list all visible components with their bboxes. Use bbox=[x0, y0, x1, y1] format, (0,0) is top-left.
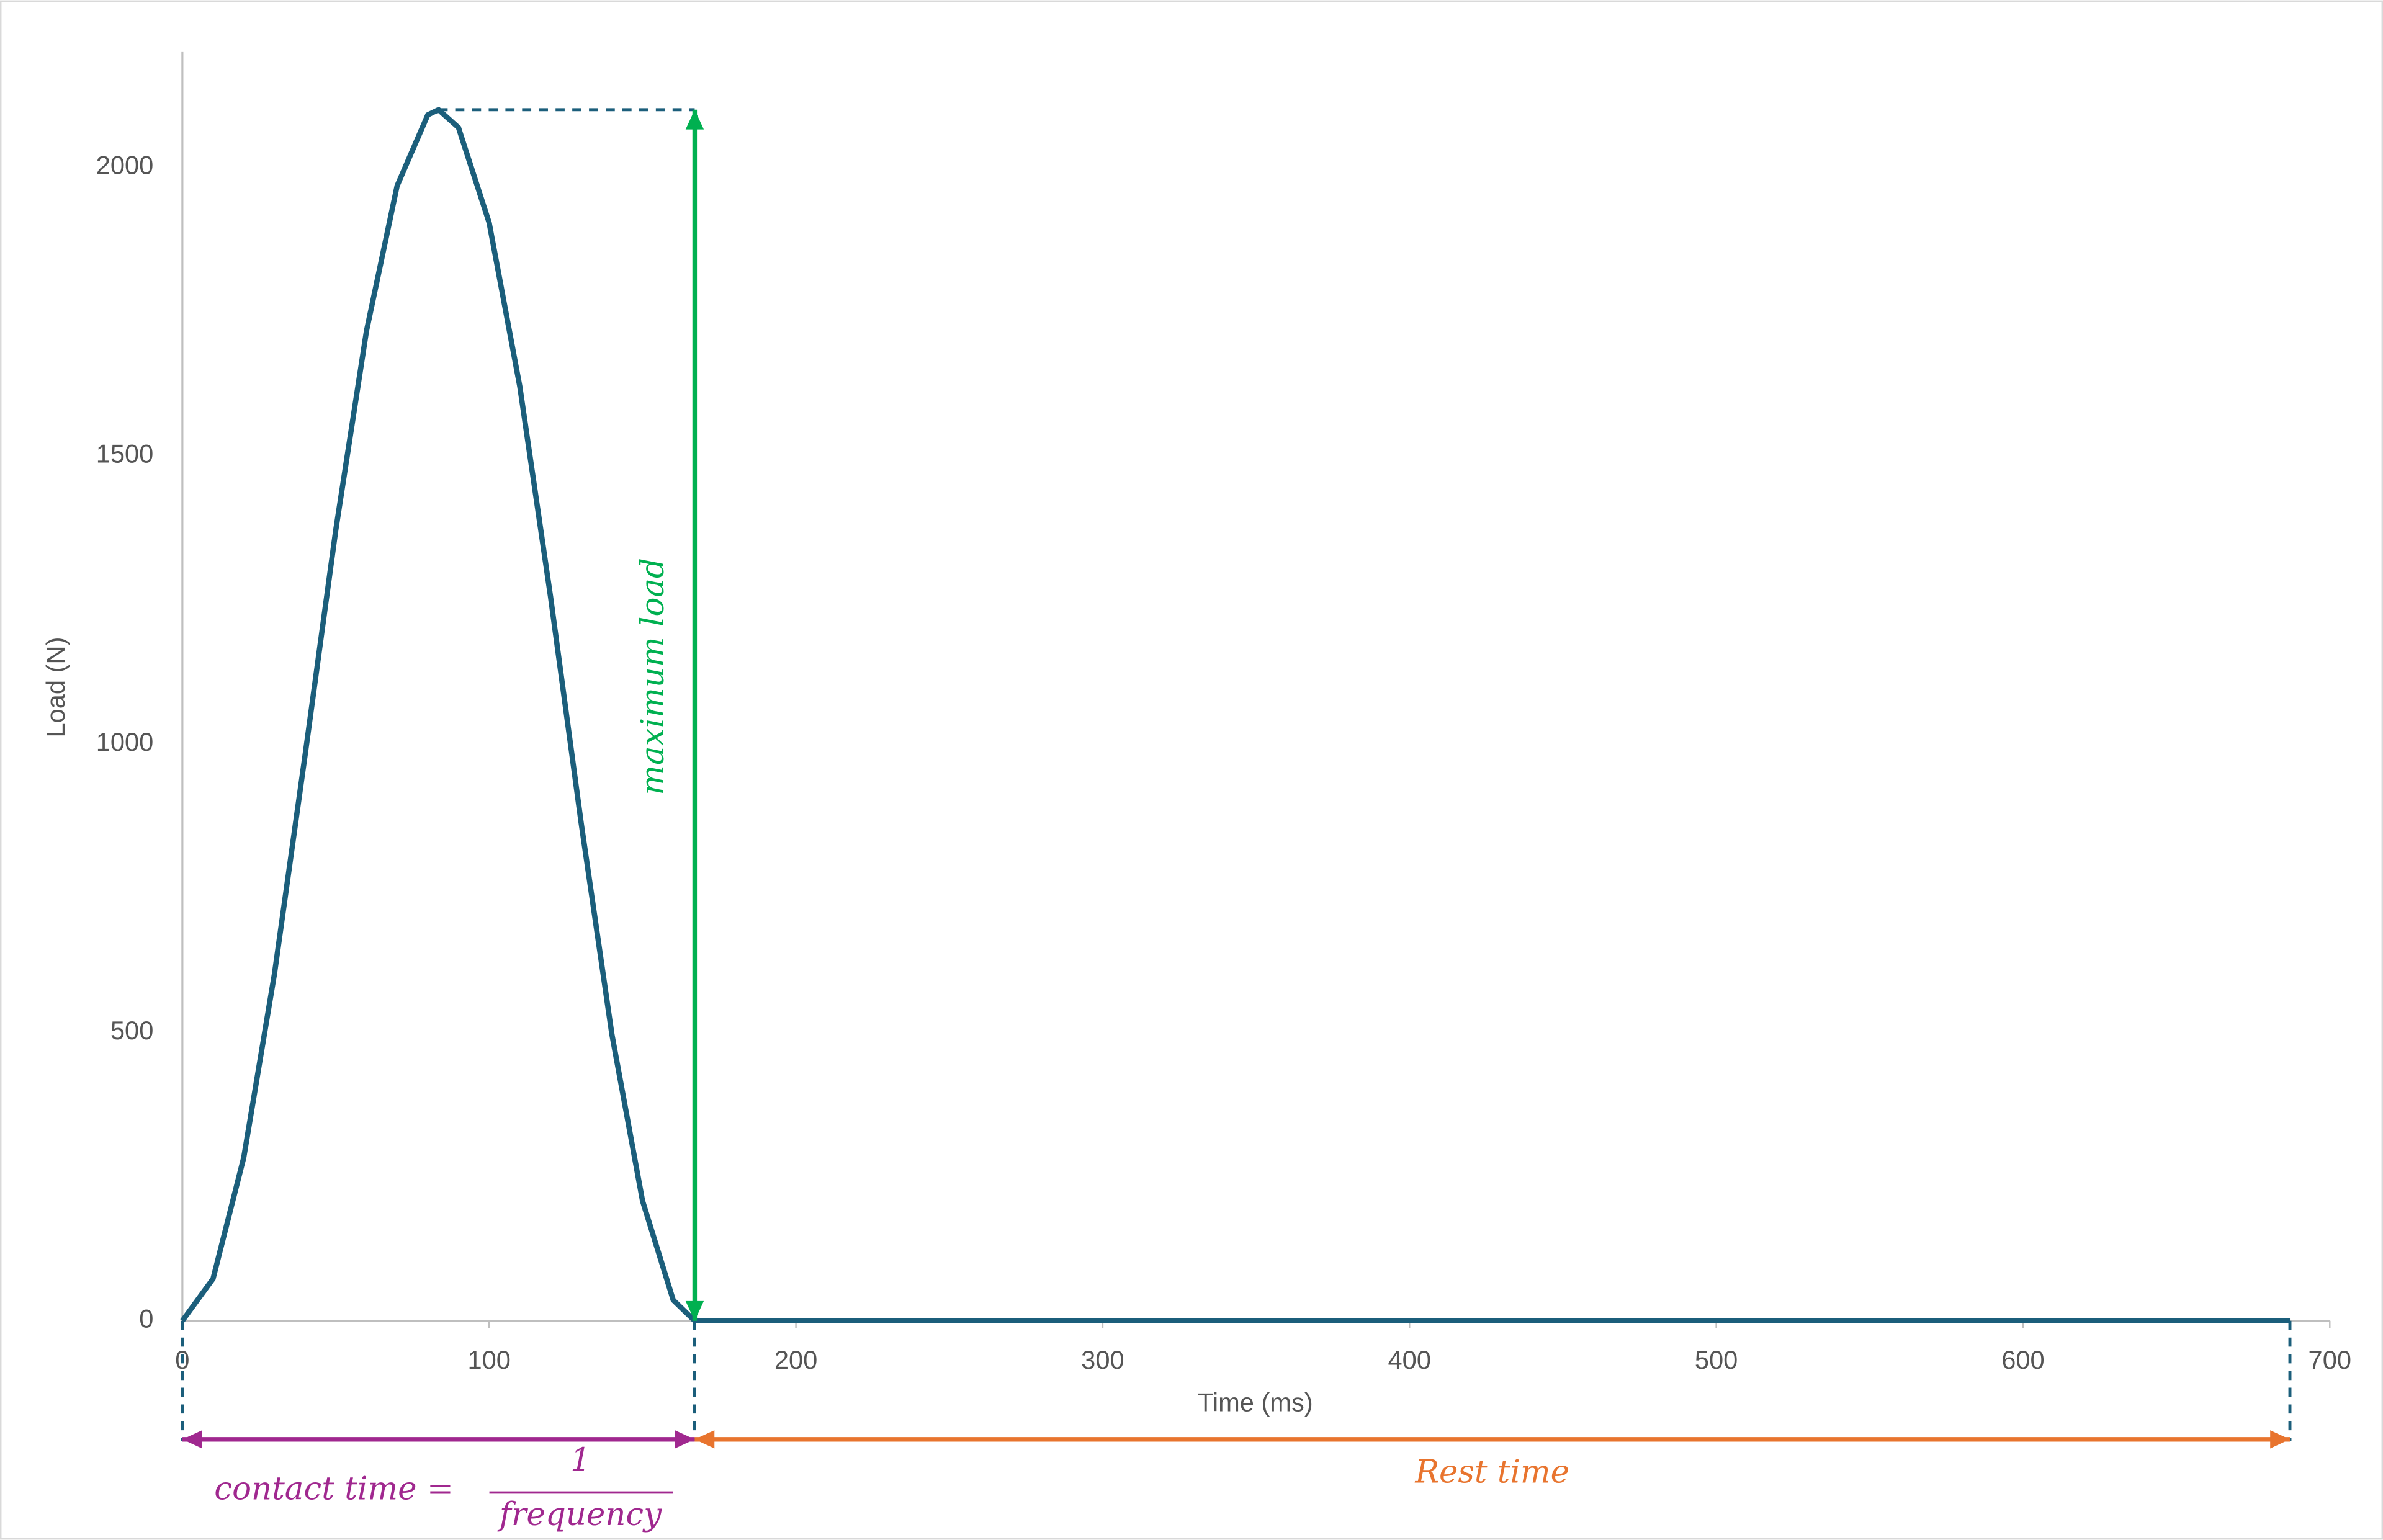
contact-time-arrow-head bbox=[182, 1430, 202, 1449]
rest-time-label: Rest time bbox=[1414, 1454, 1569, 1491]
rest-time-arrow-head bbox=[2270, 1430, 2291, 1449]
max-load-arrow-head bbox=[685, 109, 704, 130]
x-tick-label: 500 bbox=[1695, 1345, 1738, 1374]
y-tick-label: 0 bbox=[139, 1304, 153, 1333]
rest-time-arrow-head bbox=[694, 1430, 715, 1449]
y-tick-label: 1000 bbox=[96, 727, 154, 756]
contact-time-numerator: 1 bbox=[570, 1441, 591, 1479]
contact-time-arrow-head bbox=[675, 1430, 695, 1449]
y-tick-label: 2000 bbox=[96, 151, 154, 180]
x-tick-label: 100 bbox=[467, 1345, 510, 1374]
x-axis-label: Time (ms) bbox=[1198, 1387, 1313, 1417]
load-line bbox=[180, 106, 2291, 1324]
x-tick-label: 600 bbox=[2001, 1345, 2044, 1374]
y-tick-label: 500 bbox=[110, 1016, 153, 1045]
x-tick-label: 700 bbox=[2309, 1345, 2351, 1374]
max-load-label: maximum load bbox=[634, 558, 671, 795]
x-tick-label: 300 bbox=[1081, 1345, 1124, 1374]
y-axis-label: Load (N) bbox=[41, 637, 70, 738]
x-tick-label: 400 bbox=[1388, 1345, 1431, 1374]
y-tick-label: 1500 bbox=[96, 439, 154, 468]
max-load-arrow-head bbox=[685, 1300, 704, 1321]
contact-time-label: contact time = bbox=[214, 1471, 454, 1508]
x-tick-label: 200 bbox=[774, 1345, 817, 1374]
contact-time-denominator: frequency bbox=[497, 1496, 662, 1533]
